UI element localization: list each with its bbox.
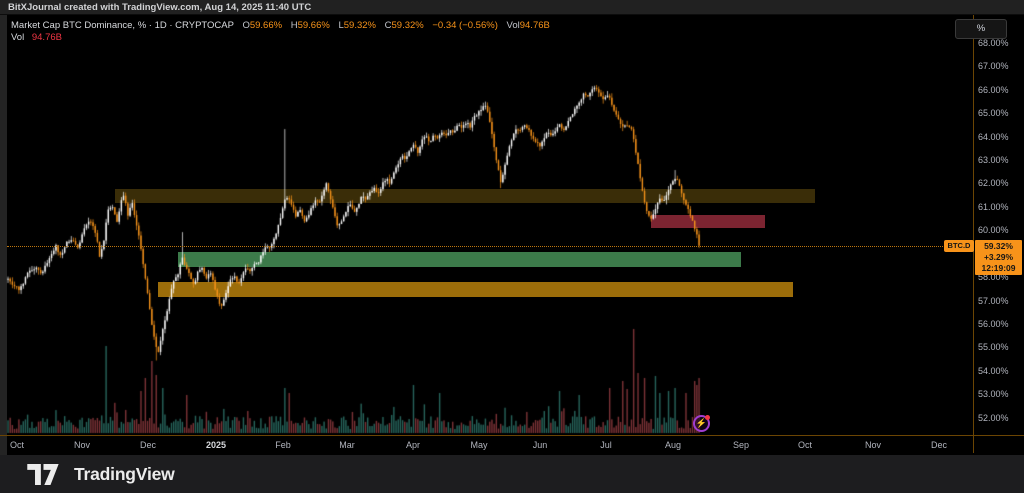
close-value: 59.32% [391, 20, 424, 31]
candle-countdown: 12:19:09 [981, 262, 1016, 273]
time-axis-border [0, 435, 1024, 436]
close-label: C [384, 20, 392, 31]
time-tick-year: 2025 [205, 440, 227, 450]
legend-symbol-row: Market Cap BTC Dominance, % · 1D · CRYPT… [11, 20, 550, 32]
price-axis-border [973, 15, 974, 453]
price-tick-label: 57.00% [978, 295, 1009, 306]
price-tick-label: 67.00% [978, 61, 1009, 72]
chart-legend[interactable]: Market Cap BTC Dominance, % · 1D · CRYPT… [11, 20, 550, 44]
price-tick-label: 53.00% [978, 389, 1009, 400]
price-tick-label: 54.00% [978, 365, 1009, 376]
symbol-price-flag: BTC.D [944, 239, 974, 252]
last-price-change: +3.29% [983, 251, 1014, 262]
price-tick-label: 64.00% [978, 131, 1009, 142]
time-tick-month: Jul [600, 440, 612, 450]
low-value: 59.32% [343, 20, 376, 31]
vol-inline-label: Vol [506, 20, 520, 31]
event-lightning-icon[interactable]: ⚡ [693, 415, 710, 432]
price-tick-label: 68.00% [978, 37, 1009, 48]
time-tick-month: Apr [405, 440, 421, 450]
time-axis[interactable]: Oct Nov Dec 2025 Feb Mar Apr May Jun Jul Aug Sep Oct… [0, 436, 973, 455]
time-tick-month: Nov [864, 440, 882, 450]
high-label: H [290, 20, 298, 31]
open-label: O [242, 20, 250, 31]
symbol-flag-text: BTC.D [947, 240, 971, 250]
legend-volume-row: Vol 94.76B [11, 32, 550, 44]
vol-row-value: 94.76B [31, 32, 62, 43]
time-tick-month: Oct [797, 440, 813, 450]
price-tick-label: 58.00% [978, 272, 1009, 283]
time-tick-month: May [470, 440, 488, 450]
percent-icon: % [976, 23, 986, 34]
time-tick-month: Mar [339, 440, 355, 450]
price-tick-label: 52.00% [978, 412, 1009, 423]
price-tick-label: 62.00% [978, 178, 1009, 189]
open-value: 59.66% [249, 20, 283, 31]
time-tick-month: Oct [9, 440, 25, 450]
symbol-title[interactable]: Market Cap BTC Dominance, % · 1D · CRYPT… [11, 20, 234, 31]
price-unit-toggle-button[interactable]: % [955, 19, 1007, 39]
time-tick-month: Nov [73, 440, 91, 450]
price-tick-label: 60.00% [978, 225, 1009, 236]
time-tick-month: Sep [732, 440, 750, 450]
time-tick-month: Dec [139, 440, 157, 450]
high-value: 59.66% [297, 20, 330, 31]
lightning-glyph: ⚡ [695, 418, 708, 428]
time-tick-month: Feb [275, 440, 291, 450]
price-axis[interactable]: 68.00% 67.00% 66.00% 65.00% 64.00% 63.00% 62.0… [973, 15, 1024, 453]
current-price-line [7, 246, 973, 247]
change-value: −0.34 (−0.56%) [432, 20, 498, 31]
notification-dot [705, 415, 710, 420]
time-tick-month: Aug [664, 440, 682, 450]
last-price-value: 59.32% [984, 240, 1013, 251]
vol-inline-value: 94.76B [519, 20, 550, 31]
time-tick-month: Dec [930, 440, 948, 450]
time-tick-month: Jun [532, 440, 548, 450]
price-tick-label: 65.00% [978, 108, 1009, 119]
vol-row-label[interactable]: Vol [11, 32, 25, 43]
price-tick-label: 66.00% [978, 84, 1009, 95]
last-price-flag: 59.32% +3.29% 12:19:09 [975, 239, 1022, 275]
price-tick-label: 63.00% [978, 155, 1009, 166]
price-tick-label: 56.00% [978, 318, 1009, 329]
price-tick-label: 61.00% [978, 201, 1009, 212]
low-label: L [338, 20, 344, 31]
price-tick-label: 55.00% [978, 342, 1009, 353]
